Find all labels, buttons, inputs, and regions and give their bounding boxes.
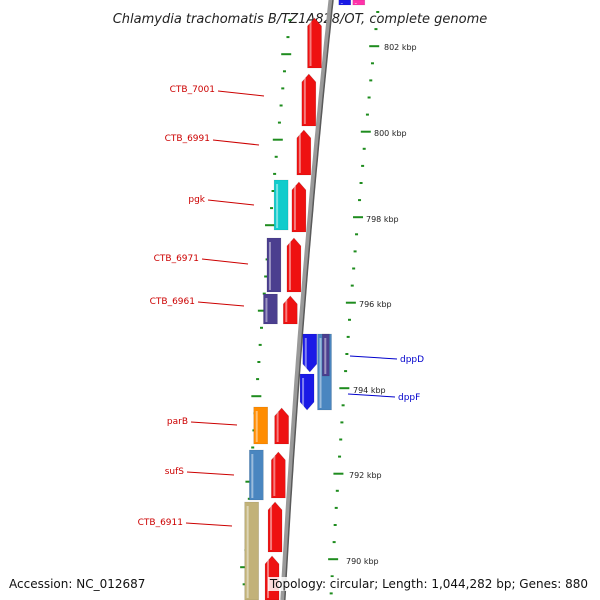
gene-red-3 [291,181,307,233]
scale-label-792: 792 kbp [349,471,382,480]
accession-label: Accession: NC_012687 [9,577,146,591]
gene-label-leader [190,421,238,426]
genome-backbone [280,0,334,600]
scale-label-798: 798 kbp [366,215,399,224]
gene-red-1 [301,73,317,127]
scale-label-794: 794 kbp [353,386,386,395]
gene-label-text: parB [167,417,188,427]
gene-label-leader [185,522,233,527]
gene-label-text: dppF [398,393,420,403]
gene-features [244,0,366,600]
gene-label-text: CTB_7001 [170,85,215,95]
gene-dppd [302,333,318,373]
gene-ctb-6911 [244,501,259,600]
gene-red-5 [282,295,298,325]
gene-label-leader [197,301,245,307]
scale-label-802: 802 kbp [384,43,417,52]
genome-title: Chlamydia trachomatis B/TZ1A828/OT, comp… [113,12,488,27]
gene-label-leader [201,258,249,265]
gene-label-pgk[interactable]: pgk [188,195,255,206]
gene-label-dppd[interactable]: dppD [349,355,424,365]
gene-label-ctb-6991[interactable]: CTB_6991 [165,134,260,146]
gene-label-ctb-6911[interactable]: CTB_6911 [138,518,233,528]
gene-label-text: CTB_6961 [150,297,195,307]
gene-label-sufs[interactable]: sufS [165,467,235,477]
gene-ctb-6961 [263,293,278,325]
scale-ticks [240,11,380,595]
gene-label-text: pgk [188,195,205,205]
scale-label-796: 796 kbp [359,300,392,309]
gene-label-parb[interactable]: parB [167,417,238,427]
gene-dpp-inner [321,333,330,377]
gene-label-leader [207,199,255,206]
gene-label-text: dppD [400,355,424,365]
gene-parb [253,406,269,445]
gene-red-2 [296,129,312,176]
backbone-shadow [284,0,334,600]
gene-dppf [299,373,315,411]
gene-red-6 [274,407,289,445]
gene-label-text: CTB_6911 [138,518,183,528]
gene-top-magenta [352,0,366,6]
gene-ctb-6971 [266,237,282,293]
gene-pgk [273,179,289,231]
gene-label-leader [212,139,260,146]
gene-label-ctb-6961[interactable]: CTB_6961 [150,297,245,307]
gene-label-ctb-6971[interactable]: CTB_6971 [154,254,249,265]
gene-label-text: CTB_6971 [154,254,199,264]
gene-label-leader [349,355,398,360]
gene-sufs [249,449,264,501]
scale-label-790: 790 kbp [346,557,379,566]
gene-label-leader [186,471,235,476]
scale-label-800: 800 kbp [374,129,407,138]
gene-label-dppf[interactable]: dppF [347,393,420,403]
gene-red-8 [267,501,283,553]
gene-top-blue [338,0,352,6]
gene-label-leader [347,393,396,398]
gene-label-text: CTB_6991 [165,134,210,144]
gene-label-leader [217,90,265,97]
gene-red-0 [307,17,322,69]
gene-label-ctb-7001[interactable]: CTB_7001 [170,85,265,97]
gene-label-text: sufS [165,467,185,477]
gene-red-4 [286,237,302,293]
genome-summary: Topology: circular; Length: 1,044,282 bp… [267,577,590,591]
gene-red-7 [271,451,286,499]
backbone-line [280,0,334,600]
